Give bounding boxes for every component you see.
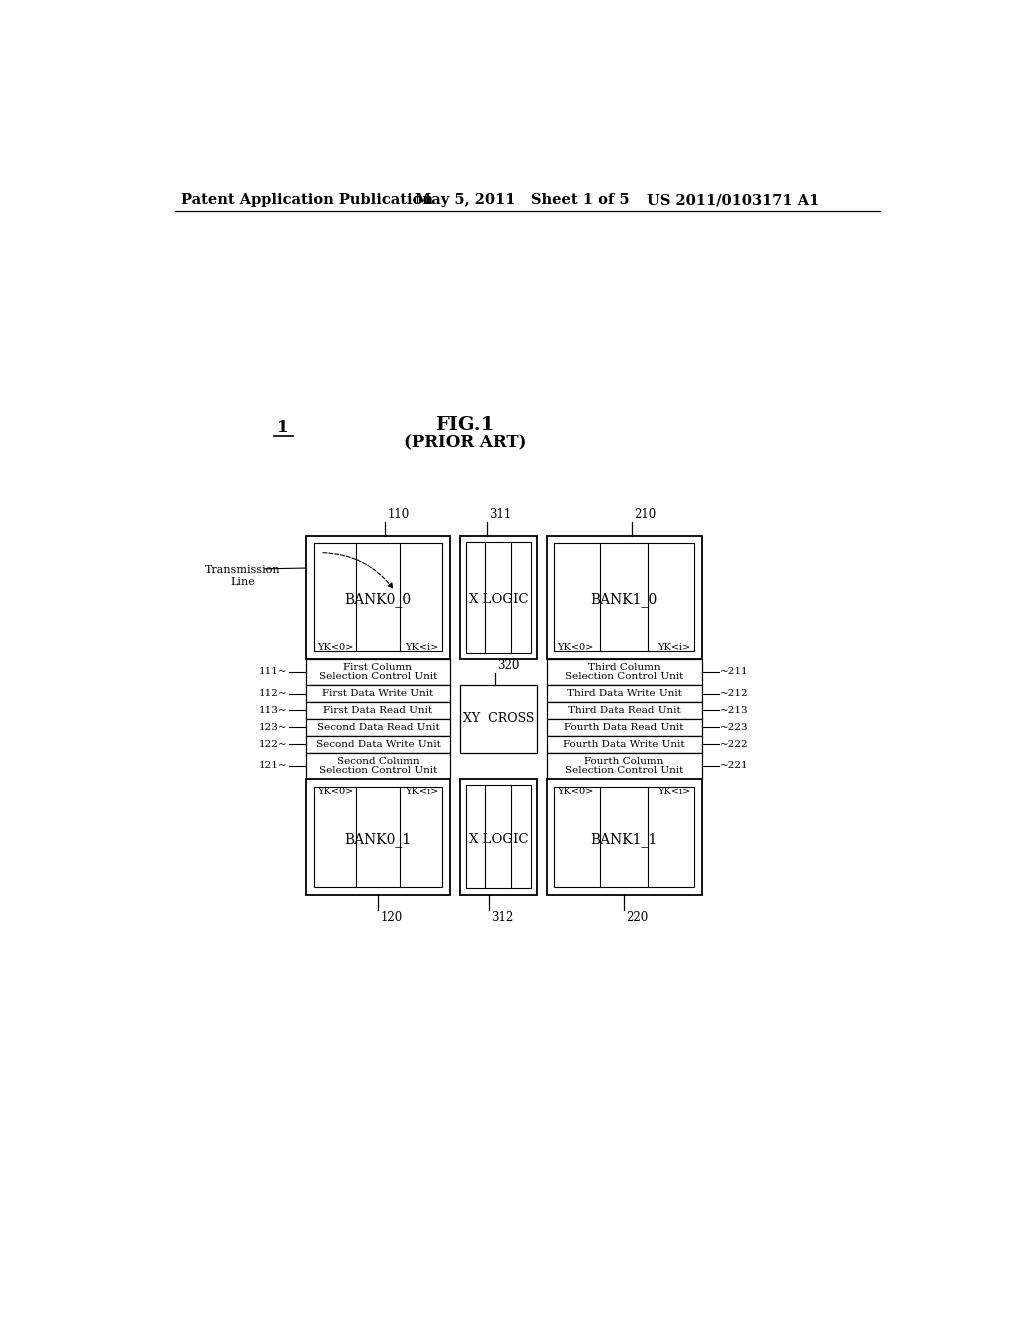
Text: X LOGIC: X LOGIC — [469, 593, 528, 606]
Text: X LOGIC: X LOGIC — [469, 833, 528, 846]
Text: First Data Write Unit: First Data Write Unit — [323, 689, 433, 698]
Text: YK<0>: YK<0> — [557, 788, 594, 796]
Text: 122~: 122~ — [259, 741, 288, 748]
Text: First Column
Selection Control Unit: First Column Selection Control Unit — [318, 663, 437, 681]
Text: First Data Read Unit: First Data Read Unit — [324, 706, 432, 715]
Text: BANK1_0: BANK1_0 — [591, 593, 657, 607]
Text: BANK1_1: BANK1_1 — [590, 832, 657, 846]
Bar — [547, 702, 701, 719]
Text: FIG.1: FIG.1 — [435, 416, 495, 434]
Bar — [314, 787, 442, 887]
Bar — [547, 737, 701, 752]
Bar — [547, 685, 701, 702]
Text: 220: 220 — [627, 911, 648, 924]
Bar — [466, 543, 531, 653]
Text: 123~: 123~ — [259, 723, 288, 731]
Bar — [547, 719, 701, 737]
Text: Third Column
Selection Control Unit: Third Column Selection Control Unit — [565, 663, 683, 681]
Text: Fourth Column
Selection Control Unit: Fourth Column Selection Control Unit — [565, 756, 683, 775]
Text: YK<0>: YK<0> — [557, 643, 594, 652]
Text: US 2011/0103171 A1: US 2011/0103171 A1 — [647, 193, 819, 207]
Text: ~213: ~213 — [720, 706, 749, 715]
Text: 320: 320 — [497, 659, 519, 672]
Bar — [306, 779, 450, 895]
Bar — [460, 779, 538, 895]
Text: 113~: 113~ — [259, 706, 288, 715]
Text: ~221: ~221 — [720, 762, 749, 771]
Bar — [547, 779, 701, 895]
Bar — [306, 737, 450, 752]
Text: BANK0_0: BANK0_0 — [344, 593, 412, 607]
Bar — [547, 659, 701, 685]
Text: ~222: ~222 — [720, 741, 749, 748]
Text: YK<i>: YK<i> — [657, 788, 690, 796]
Text: 121~: 121~ — [259, 762, 288, 771]
Text: 1: 1 — [278, 418, 289, 436]
Text: Patent Application Publication: Patent Application Publication — [180, 193, 433, 207]
Bar — [314, 544, 442, 651]
Text: YK<i>: YK<i> — [406, 643, 438, 652]
Bar — [306, 702, 450, 719]
Bar — [554, 787, 693, 887]
Text: ~212: ~212 — [720, 689, 749, 698]
Text: Second Data Write Unit: Second Data Write Unit — [315, 741, 440, 748]
Text: Fourth Data Write Unit: Fourth Data Write Unit — [563, 741, 685, 748]
Text: 311: 311 — [489, 508, 511, 521]
Text: 110: 110 — [387, 508, 410, 521]
Text: May 5, 2011   Sheet 1 of 5: May 5, 2011 Sheet 1 of 5 — [415, 193, 630, 207]
Text: ~223: ~223 — [720, 723, 749, 731]
Text: ~211: ~211 — [720, 668, 749, 676]
Bar — [306, 659, 450, 685]
Text: XY  CROSS: XY CROSS — [463, 713, 535, 726]
Text: YK<i>: YK<i> — [406, 788, 438, 796]
Text: Third Data Write Unit: Third Data Write Unit — [566, 689, 681, 698]
Bar — [306, 752, 450, 779]
Text: (PRIOR ART): (PRIOR ART) — [403, 434, 526, 451]
Bar — [554, 544, 693, 651]
Text: Second Column
Selection Control Unit: Second Column Selection Control Unit — [318, 756, 437, 775]
Bar — [547, 536, 701, 659]
Text: YK<0>: YK<0> — [317, 788, 353, 796]
Text: BANK0_1: BANK0_1 — [344, 832, 412, 846]
Text: Fourth Data Read Unit: Fourth Data Read Unit — [564, 723, 684, 731]
Bar — [460, 685, 538, 752]
Bar — [547, 752, 701, 779]
Text: Second Data Read Unit: Second Data Read Unit — [316, 723, 439, 731]
Text: 120: 120 — [380, 911, 402, 924]
Text: 112~: 112~ — [259, 689, 288, 698]
Text: 312: 312 — [492, 911, 514, 924]
Bar — [466, 785, 531, 888]
Text: Third Data Read Unit: Third Data Read Unit — [567, 706, 680, 715]
Text: 111~: 111~ — [259, 668, 288, 676]
Bar — [306, 536, 450, 659]
Text: YK<i>: YK<i> — [657, 643, 690, 652]
Bar — [306, 685, 450, 702]
Text: 210: 210 — [634, 508, 656, 521]
Bar — [306, 719, 450, 737]
Text: YK<0>: YK<0> — [317, 643, 353, 652]
Bar — [460, 536, 538, 659]
Text: Transmission
Line: Transmission Line — [205, 565, 281, 586]
